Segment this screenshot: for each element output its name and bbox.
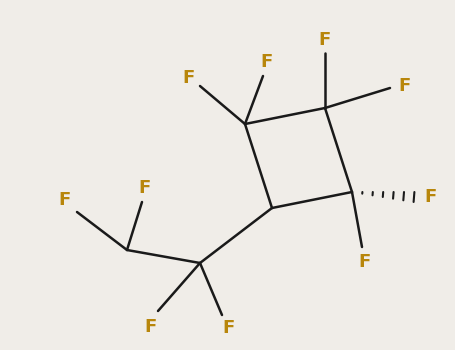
Text: F: F <box>261 53 273 71</box>
Text: F: F <box>183 69 195 87</box>
Text: F: F <box>139 179 151 197</box>
Text: F: F <box>222 319 234 337</box>
Text: F: F <box>399 77 411 95</box>
Text: F: F <box>144 318 156 336</box>
Text: F: F <box>358 253 370 271</box>
Text: F: F <box>424 188 436 206</box>
Text: F: F <box>319 31 331 49</box>
Text: F: F <box>59 191 71 209</box>
